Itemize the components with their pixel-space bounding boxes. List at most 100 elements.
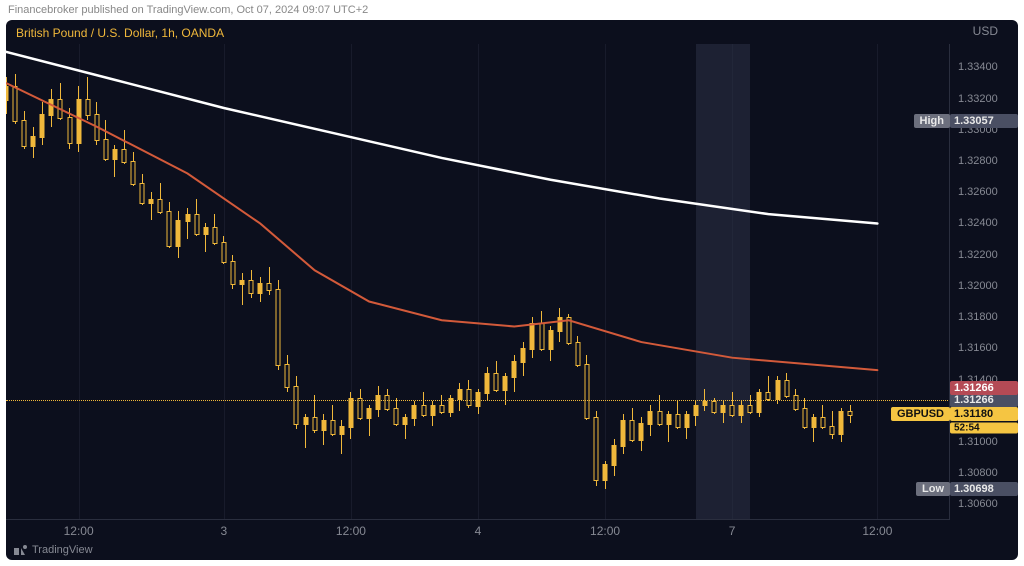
candle[interactable]: [330, 44, 335, 520]
candle[interactable]: [285, 44, 290, 520]
candle[interactable]: [839, 44, 844, 520]
candle[interactable]: [639, 44, 644, 520]
candle[interactable]: [321, 44, 326, 520]
plot-region[interactable]: [6, 44, 950, 520]
candle[interactable]: [721, 44, 726, 520]
candle[interactable]: [31, 44, 36, 520]
candle[interactable]: [258, 44, 263, 520]
candle[interactable]: [584, 44, 589, 520]
chart-screenshot: Financebroker published on TradingView.c…: [0, 0, 1024, 566]
candle[interactable]: [712, 44, 717, 520]
candle[interactable]: [303, 44, 308, 520]
candle[interactable]: [521, 44, 526, 520]
candle[interactable]: [385, 44, 390, 520]
candle[interactable]: [830, 44, 835, 520]
candle[interactable]: [539, 44, 544, 520]
candle[interactable]: [466, 44, 471, 520]
candle[interactable]: [430, 44, 435, 520]
candle[interactable]: [203, 44, 208, 520]
candle[interactable]: [766, 44, 771, 520]
candle[interactable]: [76, 44, 81, 520]
candle[interactable]: [122, 44, 127, 520]
candle[interactable]: [230, 44, 235, 520]
candle[interactable]: [684, 44, 689, 520]
candle[interactable]: [512, 44, 517, 520]
candle[interactable]: [675, 44, 680, 520]
candle[interactable]: [485, 44, 490, 520]
candle[interactable]: [276, 44, 281, 520]
candle[interactable]: [457, 44, 462, 520]
candle[interactable]: [421, 44, 426, 520]
candle[interactable]: [648, 44, 653, 520]
candle[interactable]: [848, 44, 853, 520]
candle[interactable]: [548, 44, 553, 520]
candle[interactable]: [693, 44, 698, 520]
candle[interactable]: [358, 44, 363, 520]
candle[interactable]: [131, 44, 136, 520]
chart-area[interactable]: British Pound / U.S. Dollar, 1h, OANDA U…: [6, 20, 1018, 560]
candle[interactable]: [739, 44, 744, 520]
candle[interactable]: [22, 44, 27, 520]
candle[interactable]: [367, 44, 372, 520]
candle[interactable]: [403, 44, 408, 520]
candle[interactable]: [240, 44, 245, 520]
candle[interactable]: [476, 44, 481, 520]
candle[interactable]: [702, 44, 707, 520]
candle[interactable]: [394, 44, 399, 520]
candle[interactable]: [85, 44, 90, 520]
candle[interactable]: [49, 44, 54, 520]
candle[interactable]: [494, 44, 499, 520]
candle[interactable]: [112, 44, 117, 520]
candle[interactable]: [376, 44, 381, 520]
candle[interactable]: [267, 44, 272, 520]
candle[interactable]: [312, 44, 317, 520]
candle[interactable]: [294, 44, 299, 520]
candle[interactable]: [612, 44, 617, 520]
candle[interactable]: [439, 44, 444, 520]
candle[interactable]: [530, 44, 535, 520]
candle[interactable]: [339, 44, 344, 520]
candle[interactable]: [594, 44, 599, 520]
candle[interactable]: [630, 44, 635, 520]
candle[interactable]: [575, 44, 580, 520]
candle[interactable]: [775, 44, 780, 520]
x-axis[interactable]: 12:00312:00412:00712:00: [6, 519, 950, 544]
y-axis[interactable]: 1.306001.308001.310001.312001.314001.316…: [949, 44, 1018, 520]
candle[interactable]: [67, 44, 72, 520]
candle[interactable]: [194, 44, 199, 520]
candle[interactable]: [811, 44, 816, 520]
candle[interactable]: [557, 44, 562, 520]
candle[interactable]: [176, 44, 181, 520]
candle[interactable]: [820, 44, 825, 520]
candle[interactable]: [748, 44, 753, 520]
candle[interactable]: [167, 44, 172, 520]
candle[interactable]: [185, 44, 190, 520]
candle[interactable]: [793, 44, 798, 520]
candle[interactable]: [140, 44, 145, 520]
y-tick: 1.30600: [952, 498, 1018, 510]
candle[interactable]: [58, 44, 63, 520]
candle[interactable]: [784, 44, 789, 520]
candle[interactable]: [221, 44, 226, 520]
candle[interactable]: [348, 44, 353, 520]
candle[interactable]: [566, 44, 571, 520]
candle[interactable]: [149, 44, 154, 520]
candle[interactable]: [730, 44, 735, 520]
candle[interactable]: [666, 44, 671, 520]
candle[interactable]: [212, 44, 217, 520]
candle[interactable]: [412, 44, 417, 520]
candle[interactable]: [6, 44, 9, 520]
candle[interactable]: [94, 44, 99, 520]
candle[interactable]: [757, 44, 762, 520]
candle[interactable]: [448, 44, 453, 520]
candle[interactable]: [621, 44, 626, 520]
candle[interactable]: [503, 44, 508, 520]
candle[interactable]: [158, 44, 163, 520]
candle[interactable]: [657, 44, 662, 520]
candle[interactable]: [13, 44, 18, 520]
candle[interactable]: [103, 44, 108, 520]
candle[interactable]: [802, 44, 807, 520]
candle[interactable]: [249, 44, 254, 520]
candle[interactable]: [603, 44, 608, 520]
candle[interactable]: [40, 44, 45, 520]
